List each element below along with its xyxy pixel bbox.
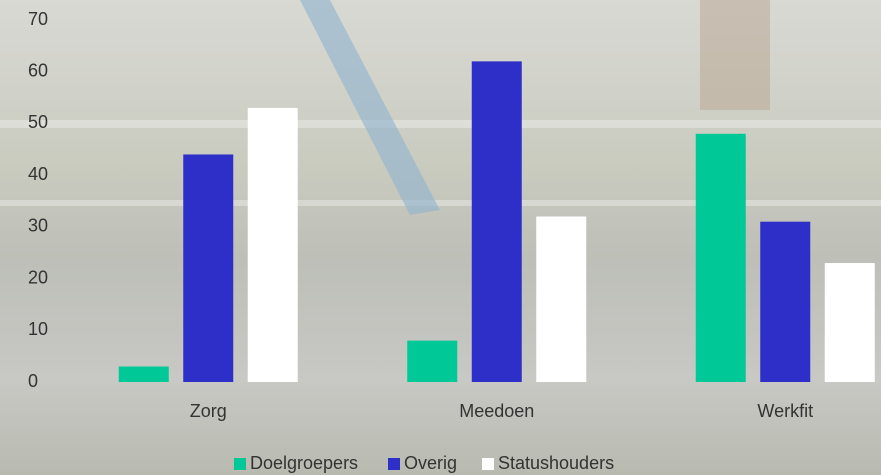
x-tick-label: Zorg xyxy=(190,401,227,421)
y-tick-label: 60 xyxy=(28,60,48,80)
y-tick-label: 20 xyxy=(28,267,48,287)
tower xyxy=(700,0,770,110)
railing xyxy=(0,200,881,206)
x-tick-label: Werkfit xyxy=(757,401,813,421)
legend-label: Statushouders xyxy=(498,453,614,473)
x-tick-label: Meedoen xyxy=(459,401,534,421)
bar xyxy=(183,154,233,382)
y-tick-label: 50 xyxy=(28,112,48,132)
chart: 0 10 20 30 40 50 60 70 Zorg Meedoen Werkfit Doelgro… xyxy=(0,0,881,475)
y-tick-label: 10 xyxy=(28,319,48,339)
legend-swatch xyxy=(482,458,494,470)
y-tick-label: 40 xyxy=(28,164,48,184)
bar xyxy=(119,366,169,382)
railing xyxy=(0,120,881,128)
legend-label: Overig xyxy=(404,453,457,473)
y-tick-label: 30 xyxy=(28,216,48,236)
bar xyxy=(696,134,746,382)
legend-swatch xyxy=(388,458,400,470)
bar xyxy=(536,217,586,382)
legend-swatch xyxy=(234,458,246,470)
bar xyxy=(825,263,875,382)
bar xyxy=(472,61,522,382)
y-tick-label: 70 xyxy=(28,9,48,29)
bar xyxy=(760,222,810,382)
bar xyxy=(407,341,457,382)
y-tick-label: 0 xyxy=(28,371,38,391)
bar xyxy=(248,108,298,382)
legend-label: Doelgroepers xyxy=(250,453,358,473)
